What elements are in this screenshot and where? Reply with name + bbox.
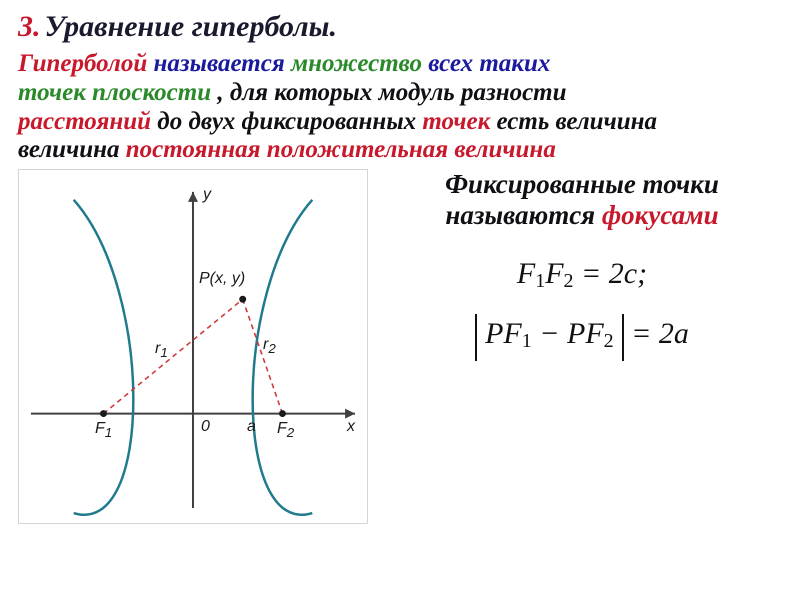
lower-region: y x 0 a F1 F2 P(x, y) r1 r2 Фиксированны… — [18, 169, 782, 524]
def-const: постоянная положительная величина — [126, 136, 556, 163]
eq2-abs: PF1 − PF2 — [475, 314, 624, 361]
def-points: точек плоскости — [18, 79, 211, 106]
section-number: 3. — [18, 10, 41, 43]
x-axis-label: x — [347, 418, 355, 436]
y-axis-arrow — [188, 192, 198, 202]
right-pane: Фиксированные точки называются фокусами … — [368, 169, 782, 373]
f1-label: F1 — [95, 420, 112, 440]
def-part: всех таких — [428, 50, 550, 77]
ray-r2 — [243, 299, 283, 413]
hyperbola-diagram: y x 0 a F1 F2 P(x, y) r1 r2 — [18, 169, 368, 524]
section-title-text: Уравнение гиперболы. — [45, 10, 338, 43]
def-part: до двух фиксированных — [157, 108, 422, 135]
point-f2 — [279, 410, 286, 417]
r2-label: r2 — [263, 336, 276, 356]
equation-hyperbola-def: PF1 − PF2 = 2a — [382, 313, 782, 355]
def-points2: точек — [422, 108, 490, 135]
hyperbola-right-branch — [253, 200, 313, 515]
def-set: множество — [291, 50, 422, 77]
p-label: P(x, y) — [199, 270, 245, 288]
definition-paragraph: Гиперболой называется множество всех так… — [18, 50, 782, 165]
f2-label: F2 — [277, 420, 294, 440]
a-label: a — [247, 418, 256, 436]
equation-foci-distance: F1F2 = 2c; — [382, 253, 782, 295]
def-part: , для которых модуль разности — [217, 79, 566, 106]
def-part: называется — [154, 50, 291, 77]
def-part: величина — [18, 136, 126, 163]
focus-definition: Фиксированные точки называются фокусами — [382, 169, 782, 231]
def-dist: расстояний — [18, 108, 151, 135]
y-axis-label: y — [203, 186, 211, 204]
eq1-body: F1F2 = 2c; — [515, 253, 649, 302]
point-f1 — [100, 410, 107, 417]
origin-label: 0 — [201, 418, 210, 436]
def-term: Гиперболой — [18, 50, 147, 77]
focus-line2: фокусами — [602, 200, 719, 230]
point-p — [239, 296, 246, 303]
def-part: есть величина — [497, 108, 657, 135]
section-title: 3. Уравнение гиперболы. — [18, 10, 782, 44]
diagram-svg — [19, 170, 367, 523]
axes — [31, 192, 355, 508]
r1-label: r1 — [155, 340, 168, 360]
hyperbola-left-branch — [74, 200, 134, 515]
